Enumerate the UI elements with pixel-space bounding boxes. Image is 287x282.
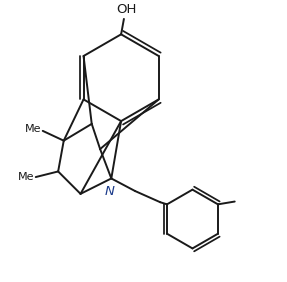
Text: N: N [105,186,115,199]
Text: Me: Me [25,124,41,135]
Text: OH: OH [117,3,137,16]
Text: Me: Me [18,172,34,182]
